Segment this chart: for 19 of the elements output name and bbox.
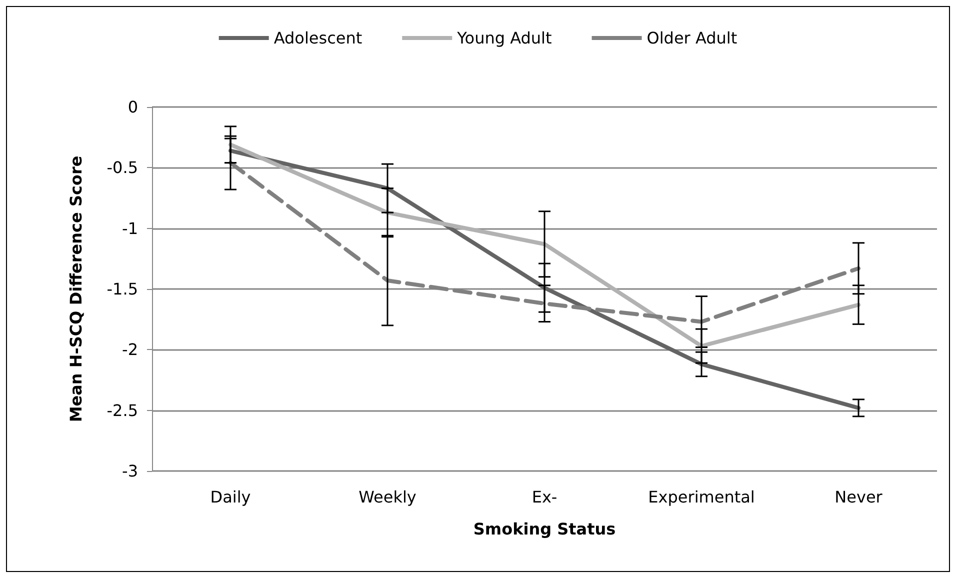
y-tick-label: -2 <box>122 340 138 360</box>
legend-label: Adolescent <box>274 28 362 48</box>
y-tick-label: -2.5 <box>106 400 138 420</box>
y-tick-label: -3 <box>122 462 138 480</box>
y-tick-label: 0 <box>128 98 138 116</box>
y-tick-label: -0.5 <box>106 158 138 178</box>
x-tick-label: Weekly <box>358 488 416 506</box>
y-axis-title: Mean H-SCQ Difference Score <box>66 156 86 422</box>
x-tick-label: Ex- <box>532 488 558 506</box>
y-tick-label: -1.5 <box>106 280 138 298</box>
legend-label: Older Adult <box>646 28 738 48</box>
x-tick-label: Never <box>834 488 883 506</box>
x-axis-title: Smoking Status <box>473 520 616 538</box>
x-tick-label: Daily <box>210 488 251 506</box>
line-series <box>228 148 860 410</box>
legend-label: Young Adult <box>456 28 552 48</box>
y-tick-label: -1 <box>122 218 138 238</box>
line-series <box>228 142 860 348</box>
x-tick-label: Experimental <box>648 488 755 506</box>
